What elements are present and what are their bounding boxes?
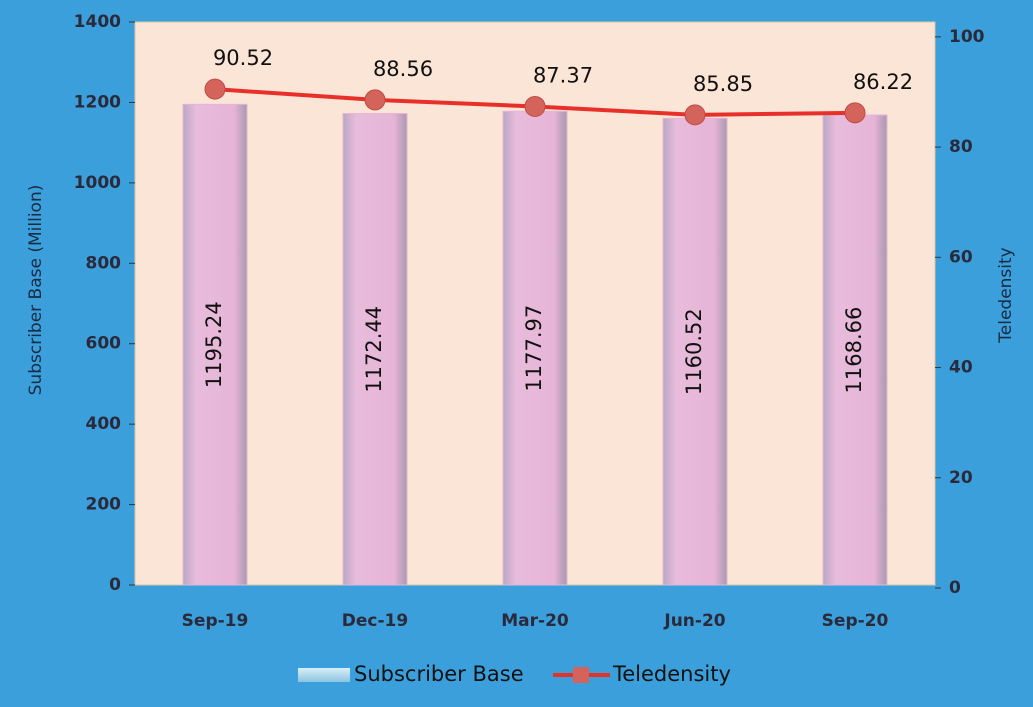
y-tick-label: 600	[86, 334, 122, 354]
line-marker	[844, 102, 866, 124]
y-tick-label: 200	[86, 495, 122, 515]
y-tick-label: 1400	[74, 12, 121, 32]
bar	[662, 117, 728, 586]
line-marker	[364, 89, 386, 111]
legend-swatch	[573, 667, 589, 683]
line-value-label: 86.22	[853, 70, 913, 94]
y2-tick-label: 80	[949, 137, 973, 157]
line-value-label: 87.37	[533, 63, 593, 87]
y2-tick-label: 60	[949, 247, 973, 267]
bar	[822, 114, 888, 586]
y-axis-label: Subscriber Base (Million)	[26, 185, 46, 396]
bar-value-label: 1177.97	[522, 305, 546, 392]
y2-tick-label: 20	[949, 468, 973, 488]
x-tick-label: Sep-20	[822, 611, 889, 631]
line-value-label: 88.56	[373, 57, 433, 81]
y2-tick-label: 100	[949, 27, 985, 47]
line-value-label: 85.85	[693, 72, 753, 96]
bar-value-label: 1168.66	[842, 307, 866, 394]
y2-tick-label: 0	[949, 578, 961, 598]
bar-value-label: 1160.52	[682, 308, 706, 395]
y-tick-label: 400	[86, 414, 122, 434]
y-tick-label: 1000	[74, 173, 121, 193]
legend-label: Subscriber Base	[354, 662, 524, 686]
y2-axis-label: Teledensity	[996, 247, 1016, 343]
bar-value-label: 1172.44	[362, 306, 386, 393]
x-tick-label: Mar-20	[501, 611, 569, 631]
x-tick-label: Jun-20	[663, 611, 725, 631]
bar	[502, 110, 568, 586]
line-marker	[524, 95, 546, 117]
bar	[182, 103, 248, 586]
line-marker	[204, 78, 226, 100]
bar-value-label: 1195.24	[202, 301, 226, 388]
y2-tick-label: 40	[949, 358, 973, 378]
y-tick-label: 1200	[74, 92, 121, 112]
legend-label: Teledensity	[612, 662, 731, 686]
x-tick-label: Sep-19	[182, 611, 249, 631]
y-tick-label: 800	[86, 253, 122, 273]
x-tick-label: Dec-19	[342, 611, 408, 631]
bar	[342, 113, 408, 586]
line-marker	[684, 104, 706, 126]
y-tick-label: 0	[109, 575, 121, 595]
line-value-label: 90.52	[213, 46, 273, 70]
legend-swatch	[298, 668, 350, 682]
